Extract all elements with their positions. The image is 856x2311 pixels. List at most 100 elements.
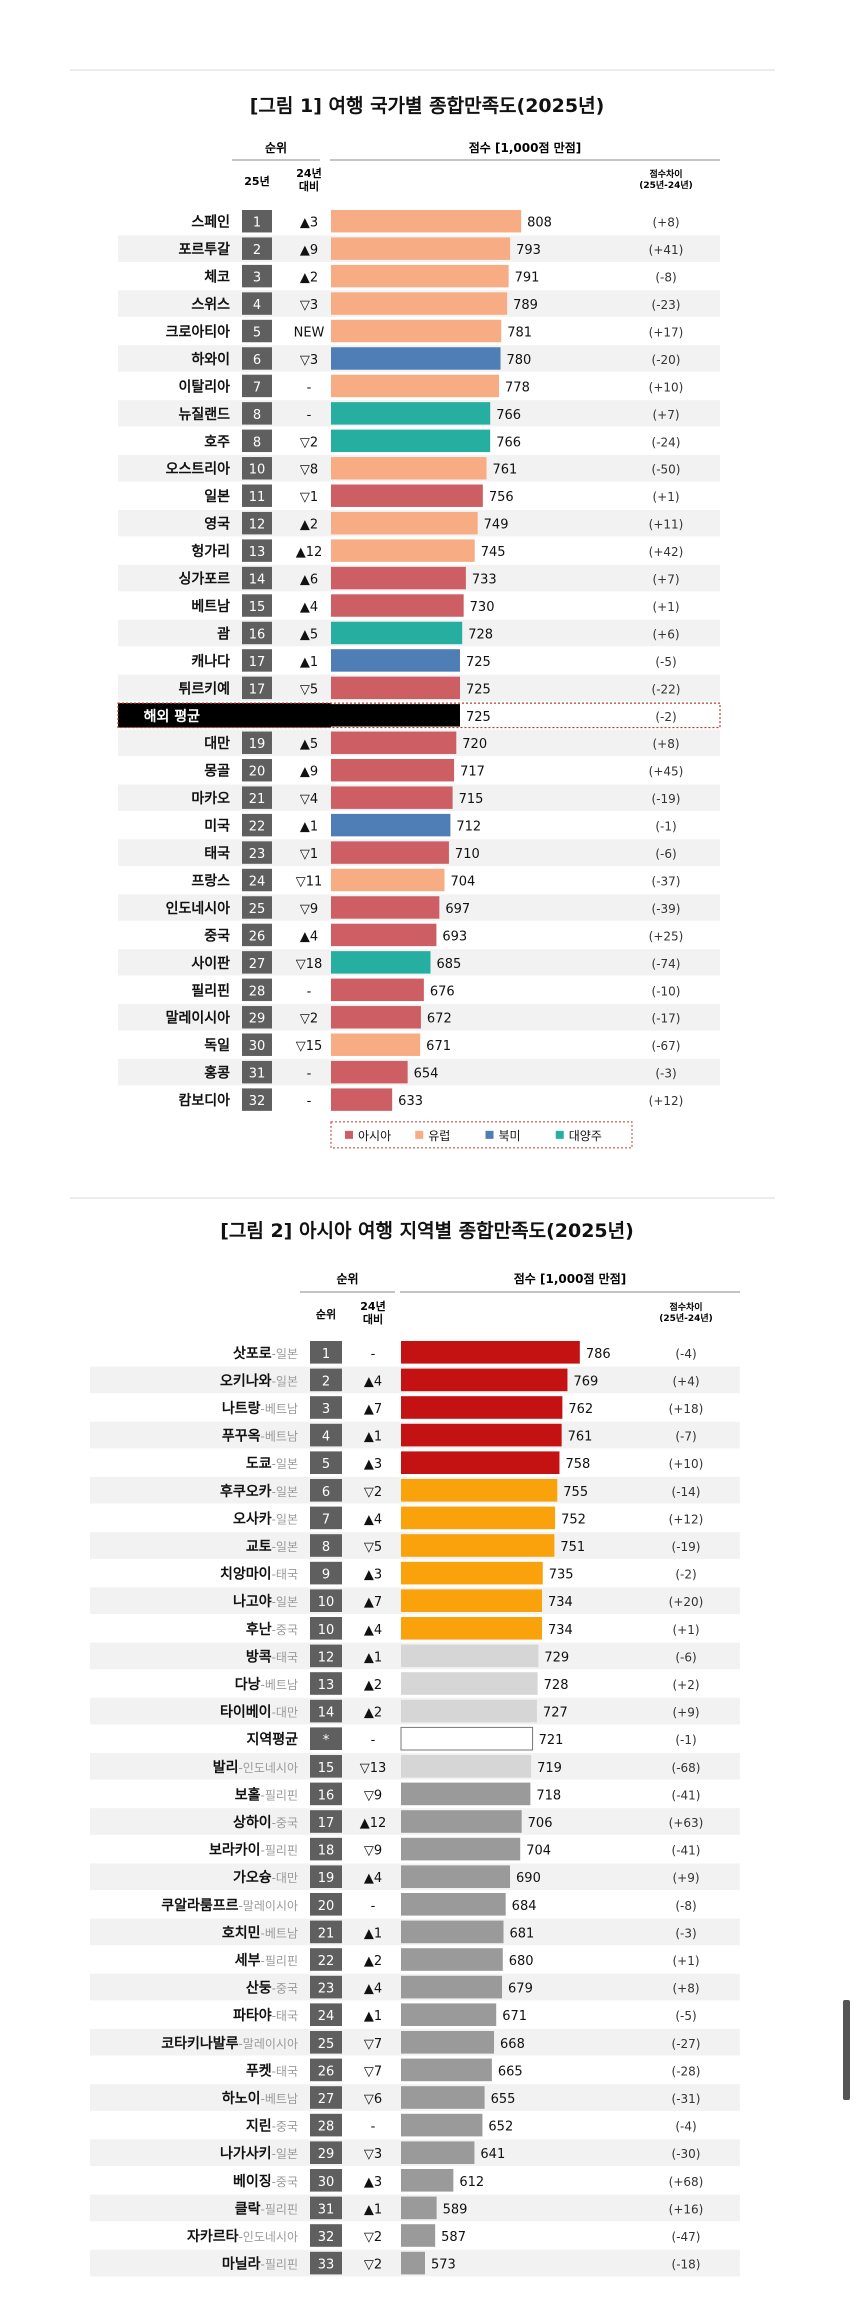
score-label: 697 [445,902,470,917]
rank-col-label: 순위 [316,1308,336,1321]
rank-value: 9 [322,1568,330,1583]
table-row: 방콕-태국 12 ▲1 729 (-6) [90,1642,740,1670]
score-label: 778 [505,380,530,395]
legend: 아시아 유럽 북미 대양주 [330,1121,633,1149]
row-name: 방콕-태국 [246,1648,298,1665]
rank-value: 2 [322,1374,330,1389]
change-value: ▽2 [364,2258,382,2273]
rank-value: 12 [249,518,266,533]
bar [401,1506,556,1530]
bar [331,896,440,919]
legend-label: 북미 [499,1129,521,1143]
diff-label: (-2) [675,1568,696,1582]
rank-value: 21 [249,792,266,807]
rank-box [242,429,272,453]
row-name: 나가사키-일본 [220,2146,298,2162]
diff-label: (+9) [672,1706,699,1720]
legend-box [330,1121,633,1149]
scrollbar-thumb[interactable] [843,2000,850,2100]
score-label: 655 [491,2092,516,2107]
table-row: 푸켓-태국 26 ▽7 665 (-28) [246,2058,700,2082]
diff-label: (-31) [672,2092,701,2106]
table-row: 보라카이-필리핀 18 ▽9 704 (-41) [209,1837,701,1861]
row-name: 발리-인도네시아 [213,1759,298,1776]
rank-box [310,1782,342,1806]
change-value: ▲1 [364,1430,382,1445]
table-row: 사이판 27 ▽18 685 (-74) [118,949,720,976]
diff-label: (+9) [672,1871,699,1885]
rank-value: 17 [249,655,266,670]
rank-value: 24 [318,2009,335,2024]
score-label: 725 [466,710,491,725]
diff-label: (-23) [652,298,681,312]
rank-box [310,1865,342,1888]
change-value: ▲4 [300,600,318,615]
rank-box [310,1672,342,1695]
rank-value: 13 [249,545,266,560]
bar [331,813,451,837]
row-name: 쿠알라룸프르-말레이시아 [161,1898,298,1914]
row-name: 일본 [204,489,230,505]
score-label: 719 [537,1761,562,1776]
diff-label: (-4) [675,1347,696,1361]
rank-box [310,2031,342,2054]
rank-box [242,347,272,370]
score-label: 745 [481,545,506,560]
bar [331,484,483,507]
chart-1: [그림 1] 여행 국가별 종합만족도(2025년) 순위 점수 [1,000점 만… [70,69,775,1149]
rank-box [310,1975,342,1999]
diff-label: (-41) [672,1844,701,1858]
rank-box [242,292,272,315]
rank-box [242,539,272,562]
row-name: 푸켓-태국 [246,2062,298,2079]
row-name: 도쿄-일본 [246,1456,298,1472]
change-value: ▽4 [300,792,318,807]
row-name: 호치민-베트남 [222,1924,298,1941]
row-stripe [118,1058,720,1086]
table-row: 상하이-중국 17 ▲12 706 (+63) [90,1808,740,1835]
change-value: ▽3 [300,353,318,368]
change-value: ▲1 [300,820,318,835]
rank-col-label: 25년 [244,174,269,188]
bar [401,1479,558,1502]
rank-value: 15 [318,1761,335,1776]
bar [401,1810,522,1833]
row-name: 체코 [204,270,230,286]
rank-box [242,868,272,892]
score-label: 589 [443,2202,468,2217]
diff-col-label: (25년-24년) [639,179,693,191]
change-value: ▲6 [300,573,318,588]
score-label: 735 [549,1568,574,1583]
bar [401,1644,539,1668]
table-row: 푸꾸옥-베트남 4 ▲1 761 (-7) [90,1421,740,1449]
table-row: 영국 12 ▲2 749 (+11) [118,509,720,537]
change-value: ▲2 [300,518,318,533]
change-value: ▽18 [296,957,323,972]
rank-value: 10 [249,463,266,478]
rank-value: 3 [322,1402,330,1417]
bar [331,1088,393,1111]
diff-label: (+4) [672,1374,699,1388]
rank-box [242,951,272,974]
bar [401,2251,425,2275]
bar [331,292,508,315]
table-row: 인도네시아 25 ▽9 697 (-39) [118,894,720,921]
row-name: 교토-일본 [246,1539,298,1555]
diff-label: (+41) [649,243,684,257]
table-row: 다낭-베트남 13 ▲2 728 (+2) [235,1672,700,1695]
bar [331,566,466,590]
rank-value: 16 [318,1788,335,1803]
score-label: 725 [466,682,491,697]
bar [331,978,424,1002]
score-header: 점수 [1,000점 만점] [514,1271,626,1286]
rank-value: 32 [318,2230,335,2245]
change-value: ▲7 [364,1595,382,1610]
score-label: 762 [568,1402,593,1417]
table-row: 독일 30 ▽15 671 (-67) [204,1033,680,1056]
row-name: 베이징-중국 [233,2173,298,2190]
table-row: 타이베이-대만 14 ▲2 727 (+9) [90,1697,740,1725]
row-name: 타이베이-대만 [220,1704,298,1721]
bar [401,1672,538,1695]
row-name: 독일 [204,1038,230,1054]
rank-value: 31 [318,2202,335,2217]
